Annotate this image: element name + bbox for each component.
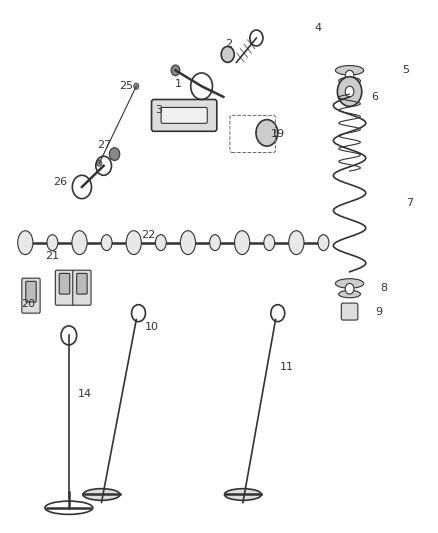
Text: 8: 8	[380, 282, 387, 293]
Text: 4: 4	[315, 23, 322, 33]
FancyBboxPatch shape	[341, 303, 358, 320]
Ellipse shape	[101, 235, 112, 251]
Ellipse shape	[336, 279, 364, 288]
Ellipse shape	[126, 231, 141, 255]
Circle shape	[97, 160, 102, 166]
Text: 11: 11	[280, 362, 294, 372]
Ellipse shape	[72, 231, 87, 255]
Circle shape	[171, 65, 180, 76]
Circle shape	[345, 86, 354, 97]
Circle shape	[337, 77, 362, 107]
Ellipse shape	[318, 235, 329, 251]
Text: 6: 6	[371, 92, 378, 102]
Text: 25: 25	[119, 81, 133, 91]
Text: 9: 9	[376, 306, 383, 317]
Text: 1: 1	[175, 78, 182, 88]
Circle shape	[345, 284, 354, 294]
Circle shape	[256, 119, 278, 146]
FancyBboxPatch shape	[161, 108, 207, 123]
Circle shape	[134, 83, 139, 90]
Circle shape	[221, 46, 234, 62]
Ellipse shape	[289, 231, 304, 255]
Ellipse shape	[47, 235, 58, 251]
Text: 2: 2	[225, 39, 232, 49]
Text: 3: 3	[155, 105, 162, 115]
FancyBboxPatch shape	[77, 273, 87, 294]
FancyBboxPatch shape	[26, 281, 36, 302]
Ellipse shape	[180, 231, 195, 255]
Ellipse shape	[264, 235, 275, 251]
Ellipse shape	[234, 231, 250, 255]
Ellipse shape	[18, 231, 33, 255]
Ellipse shape	[83, 489, 120, 500]
FancyBboxPatch shape	[152, 100, 217, 131]
Text: 21: 21	[45, 251, 59, 261]
Text: 14: 14	[78, 389, 92, 399]
FancyBboxPatch shape	[22, 278, 40, 313]
Text: 5: 5	[402, 66, 409, 75]
Text: 19: 19	[271, 129, 285, 139]
FancyBboxPatch shape	[73, 270, 91, 305]
Ellipse shape	[155, 235, 166, 251]
Circle shape	[110, 148, 120, 160]
Ellipse shape	[224, 489, 261, 500]
Ellipse shape	[339, 290, 360, 298]
Text: 27: 27	[97, 140, 111, 150]
Circle shape	[345, 70, 354, 81]
Text: 22: 22	[141, 230, 155, 240]
Ellipse shape	[210, 235, 220, 251]
Text: 7: 7	[406, 198, 413, 208]
Ellipse shape	[339, 77, 360, 85]
FancyBboxPatch shape	[59, 273, 70, 294]
FancyBboxPatch shape	[55, 270, 74, 305]
Text: 26: 26	[53, 176, 68, 187]
Ellipse shape	[336, 66, 364, 75]
Text: 10: 10	[145, 322, 159, 333]
Text: 20: 20	[21, 298, 35, 309]
